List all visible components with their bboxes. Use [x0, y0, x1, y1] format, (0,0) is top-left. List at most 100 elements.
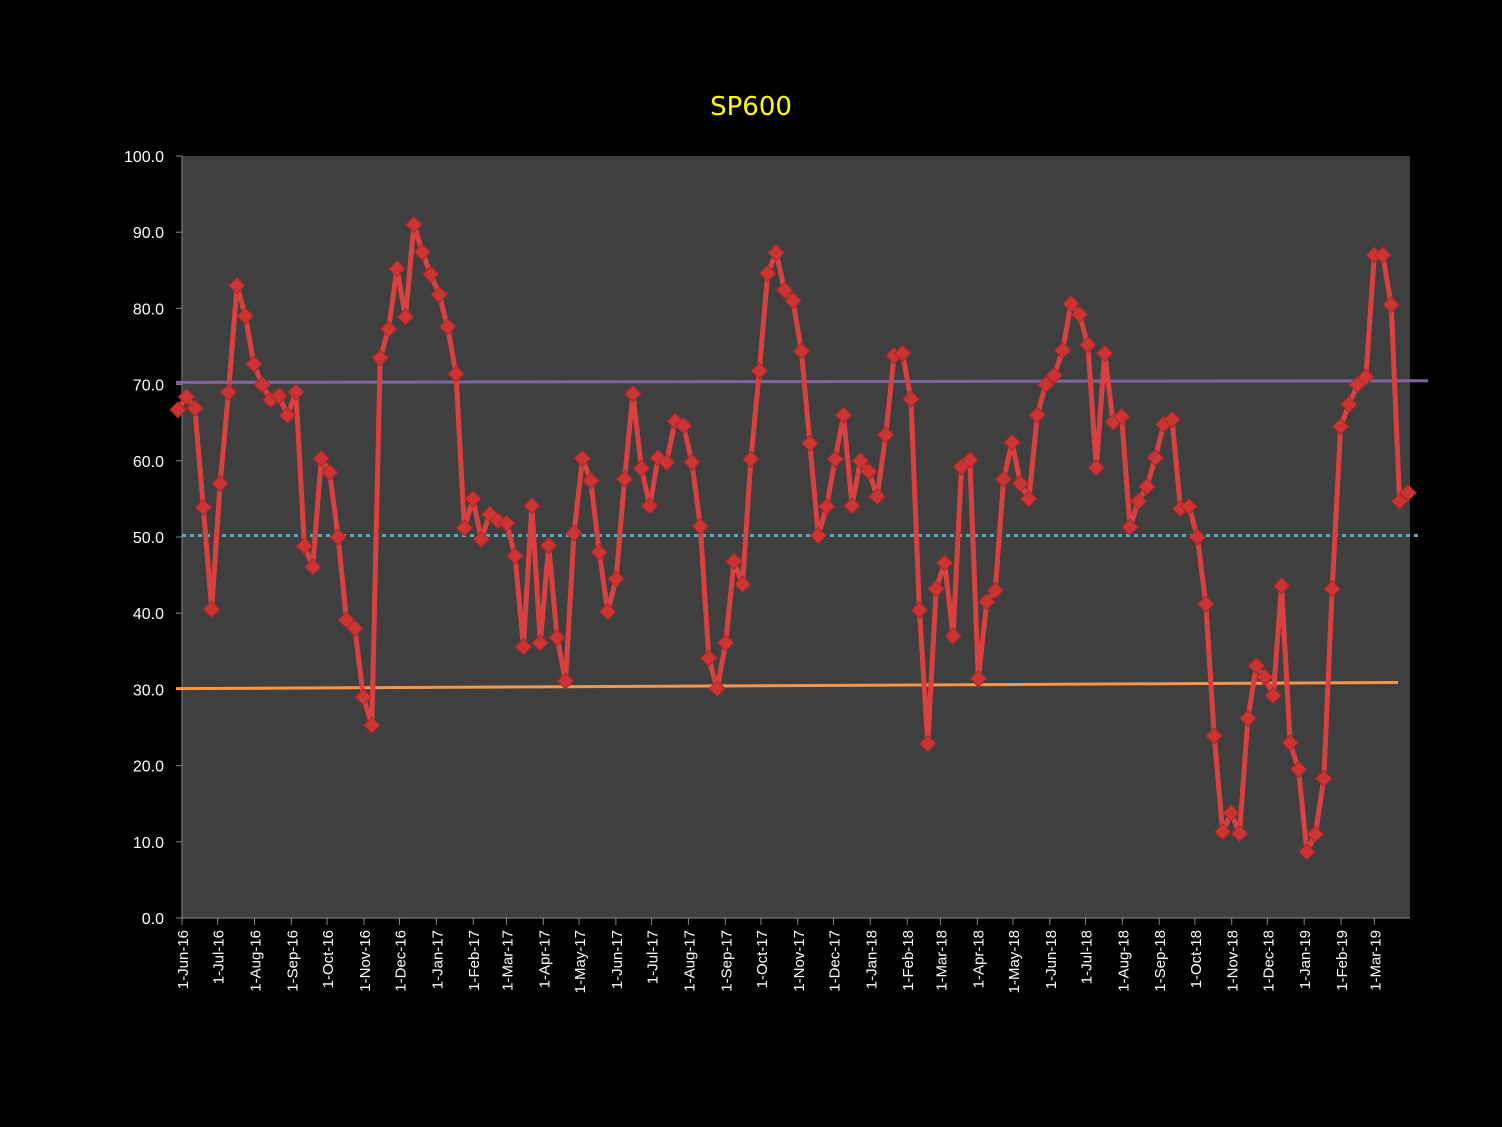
- data-point: [784, 292, 802, 310]
- data-point: [725, 552, 743, 571]
- y-tick-label: 60.0: [133, 454, 164, 471]
- data-point: [826, 450, 844, 468]
- data-point: [1011, 474, 1030, 493]
- data-point: [910, 601, 929, 619]
- data-point: [497, 514, 516, 532]
- data-point: [354, 688, 373, 706]
- data-point: [320, 463, 339, 481]
- data-point: [1323, 580, 1341, 598]
- data-point: [1079, 336, 1097, 354]
- data-point: [1382, 295, 1400, 314]
- data-point: [539, 536, 558, 555]
- data-point: [422, 265, 440, 283]
- data-point: [733, 575, 752, 593]
- x-tick-label: 1-Oct-18: [1188, 930, 1205, 988]
- data-point: [876, 426, 895, 444]
- data-point: [506, 547, 524, 565]
- data-point: [986, 581, 1004, 600]
- y-tick-label: 80.0: [133, 301, 164, 318]
- data-point: [969, 670, 988, 688]
- data-point: [607, 570, 625, 588]
- x-tick-label: 1-Oct-17: [754, 930, 771, 988]
- data-point: [1129, 492, 1148, 510]
- data-point: [472, 530, 490, 548]
- data-point: [1340, 395, 1358, 414]
- data-point: [548, 628, 566, 647]
- data-point: [590, 543, 608, 561]
- x-tick-label: 1-May-17: [572, 930, 589, 993]
- data-point: [1390, 492, 1409, 510]
- data-point: [944, 627, 962, 645]
- data-point: [270, 387, 288, 405]
- data-point: [202, 600, 221, 619]
- data-point: [514, 638, 533, 656]
- data-point: [565, 524, 583, 542]
- data-point: [683, 453, 701, 472]
- x-tick-label: 1-Mar-19: [1367, 930, 1384, 991]
- y-tick-label: 70.0: [133, 378, 164, 395]
- x-tick-label: 1-Jun-17: [609, 930, 626, 989]
- data-point: [1213, 823, 1232, 841]
- data-point: [742, 450, 760, 468]
- data-point: [691, 517, 710, 536]
- data-point: [615, 470, 634, 488]
- data-point: [1020, 490, 1038, 508]
- data-point: [775, 281, 794, 299]
- data-point: [809, 526, 827, 545]
- data-point: [1138, 478, 1156, 496]
- data-point: [337, 611, 356, 629]
- data-point: [1087, 458, 1105, 477]
- data-point: [455, 519, 474, 537]
- data-point: [573, 449, 592, 468]
- x-tick-label: 1-Aug-18: [1115, 930, 1132, 992]
- x-tick-label: 1-Jun-16: [175, 930, 192, 989]
- data-point: [1062, 295, 1080, 313]
- data-point: [186, 399, 204, 417]
- data-point: [1121, 518, 1139, 536]
- data-point: [817, 497, 836, 516]
- data-point: [1205, 727, 1223, 745]
- data-point: [902, 390, 920, 408]
- data-point: [834, 406, 853, 424]
- data-point: [253, 375, 271, 394]
- data-point: [1188, 528, 1207, 546]
- x-tick-label: 1-Oct-16: [320, 930, 337, 988]
- data-point: [438, 317, 457, 336]
- x-tick-label: 1-Apr-17: [536, 930, 553, 988]
- data-point: [1374, 246, 1392, 264]
- data-point: [1146, 449, 1164, 467]
- data-point: [759, 264, 777, 283]
- data-point: [1070, 305, 1089, 324]
- y-tick-label: 50.0: [133, 530, 164, 547]
- data-point: [1239, 709, 1257, 728]
- x-tick-label: 1-Apr-18: [970, 930, 987, 988]
- x-tick-label: 1-May-18: [1006, 930, 1023, 993]
- x-tick-label: 1-Jun-18: [1043, 930, 1060, 989]
- data-point: [716, 634, 735, 652]
- data-point: [1053, 341, 1072, 360]
- data-point: [304, 558, 322, 576]
- x-tick-label: 1-Dec-18: [1260, 930, 1277, 992]
- data-point: [1096, 344, 1114, 363]
- data-point: [1247, 657, 1266, 675]
- data-point: [657, 453, 676, 472]
- data-point: [1180, 497, 1198, 516]
- data-point: [978, 593, 996, 611]
- data-point: [1289, 760, 1308, 779]
- data-point: [295, 537, 314, 555]
- data-point: [346, 619, 364, 638]
- plot-area: [182, 156, 1410, 918]
- data-point: [287, 383, 305, 401]
- data-point: [1003, 433, 1021, 452]
- data-point: [708, 679, 726, 698]
- data-point: [1264, 686, 1282, 705]
- data-point: [994, 470, 1013, 488]
- data-point: [312, 449, 330, 468]
- y-tick-label: 30.0: [133, 682, 164, 699]
- data-point: [598, 602, 617, 621]
- x-tick-label: 1-Aug-17: [681, 930, 698, 992]
- x-tick-label: 1-Nov-17: [791, 930, 808, 992]
- y-tick-label: 0.0: [142, 911, 164, 928]
- data-point: [177, 388, 196, 406]
- x-tick-label: 1-Feb-19: [1334, 930, 1351, 991]
